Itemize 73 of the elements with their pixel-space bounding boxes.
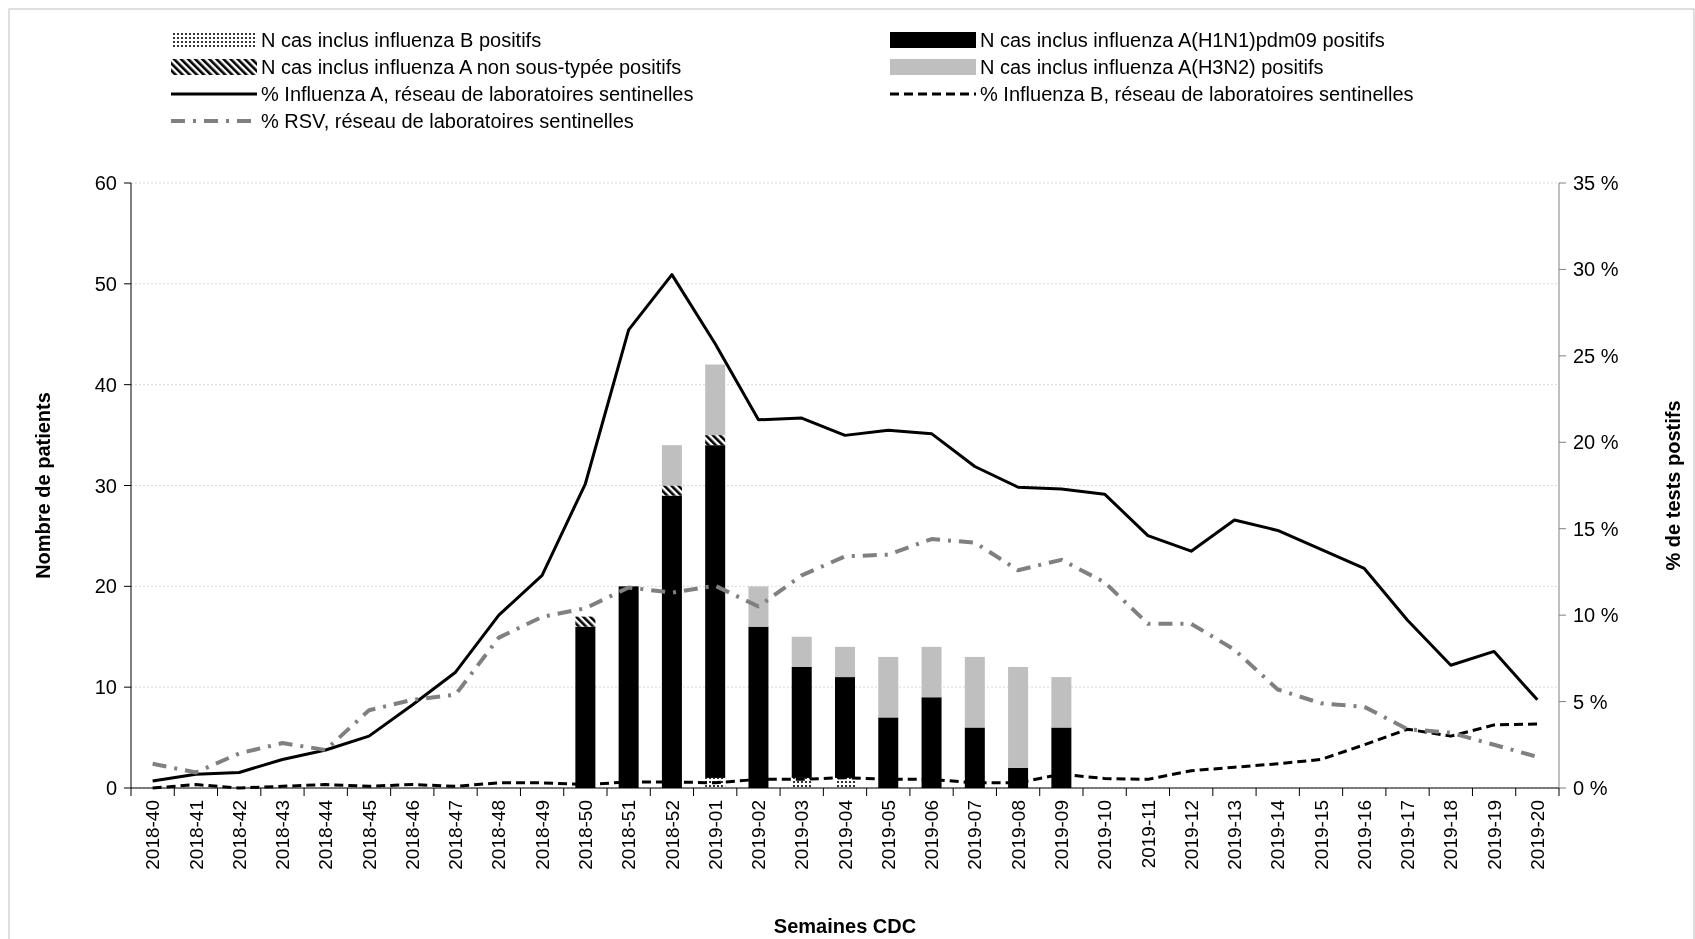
- x-tick-label: 2019-10: [1094, 800, 1116, 870]
- x-tick-label: 2019-18: [1440, 800, 1462, 870]
- legend-label: % RSV, réseau de laboratoires sentinelles: [261, 110, 634, 132]
- legend-label: N cas inclus influenza A(H1N1)pdm09 positifs: [980, 29, 1385, 51]
- x-tick-label: 2019-14: [1267, 799, 1289, 870]
- x-tick-label: 2019-17: [1397, 800, 1419, 870]
- y-tick-label: 10: [94, 676, 117, 699]
- bar: [1008, 667, 1029, 768]
- x-tick-label: 2019-11: [1137, 800, 1159, 869]
- bar: [705, 445, 726, 778]
- bar: [705, 364, 726, 436]
- x-tick-label: 2019-20: [1527, 800, 1549, 870]
- y2-tick-label: 35 %: [1573, 172, 1619, 194]
- x-tick-label: 2019-03: [791, 800, 813, 870]
- x-tick-label: 2018-41: [185, 800, 207, 870]
- x-tick-label: 2019-16: [1353, 800, 1375, 870]
- bar: [748, 586, 769, 627]
- y2-axis-title: % de tests postifs: [1662, 400, 1684, 571]
- bar: [878, 656, 899, 718]
- bar: [1051, 677, 1072, 728]
- bar: [921, 646, 942, 698]
- y2-tick-label: 20 %: [1573, 431, 1619, 454]
- x-tick-label: 2018-46: [401, 800, 423, 870]
- y2-tick-label: 5 %: [1573, 690, 1608, 713]
- legend-label: % Influenza A, réseau de laboratoires sentinelles: [261, 83, 694, 105]
- y2-tick-label: 0 %: [1573, 777, 1608, 799]
- y-tick-label: 60: [94, 172, 117, 194]
- y-tick-label: 0: [105, 777, 117, 799]
- legend-label: N cas inclus influenza A(H3N2) positifs: [980, 56, 1324, 78]
- x-tick-label: 2018-51: [618, 800, 640, 870]
- x-tick-label: 2019-07: [964, 800, 986, 870]
- y-tick-label: 20: [94, 575, 117, 598]
- bar: [964, 656, 985, 728]
- legend-label: % Influenza B, réseau de laboratoires sentinelles: [980, 83, 1414, 105]
- x-tick-label: 2019-19: [1483, 800, 1505, 870]
- x-tick-label: 2019-02: [748, 800, 770, 870]
- legend-label: N cas inclus influenza A non sous-typée positifs: [261, 56, 682, 78]
- x-tick-label: 2018-44: [315, 799, 337, 870]
- x-tick-label: 2019-01: [704, 800, 726, 870]
- x-tick-label: 2019-12: [1180, 800, 1202, 870]
- x-tick-label: 2019-13: [1224, 800, 1246, 870]
- x-tick-label: 2019-04: [834, 799, 856, 870]
- x-tick-label: 2019-09: [1051, 800, 1073, 870]
- y-axis-title: Nombre de patients: [32, 392, 54, 579]
- x-tick-label: 2018-52: [661, 800, 683, 870]
- x-tick-label: 2018-40: [142, 800, 164, 870]
- x-tick-label: 2018-50: [575, 800, 597, 870]
- legend-label: N cas inclus influenza B positifs: [261, 29, 542, 51]
- y2-tick-label: 25 %: [1573, 344, 1619, 367]
- x-tick-label: 2018-45: [358, 800, 380, 870]
- bar: [661, 445, 682, 486]
- x-axis-title: Semaines CDC: [773, 915, 917, 937]
- y2-tick-label: 30 %: [1573, 258, 1619, 281]
- bar: [575, 616, 596, 627]
- bar: [661, 485, 682, 496]
- x-tick-label: 2018-47: [445, 800, 467, 870]
- y-tick-label: 50: [94, 272, 117, 295]
- x-tick-label: 2018-48: [488, 800, 510, 870]
- y-tick-label: 40: [94, 373, 117, 396]
- y-tick-label: 30: [94, 474, 117, 497]
- x-tick-label: 2019-08: [1007, 800, 1029, 870]
- y2-tick-label: 10 %: [1573, 604, 1619, 627]
- bar: [705, 435, 726, 446]
- x-tick-label: 2019-15: [1310, 800, 1332, 870]
- line-series: [151, 273, 1539, 783]
- x-tick-label: 2019-05: [877, 800, 899, 870]
- x-tick-label: 2019-06: [921, 800, 943, 870]
- bar: [835, 646, 855, 678]
- x-tick-label: 2018-43: [272, 800, 294, 870]
- bar: [791, 636, 812, 667]
- x-tick-label: 2018-49: [531, 800, 553, 870]
- y2-tick-label: 15 %: [1573, 517, 1619, 540]
- x-tick-label: 2018-42: [228, 800, 250, 870]
